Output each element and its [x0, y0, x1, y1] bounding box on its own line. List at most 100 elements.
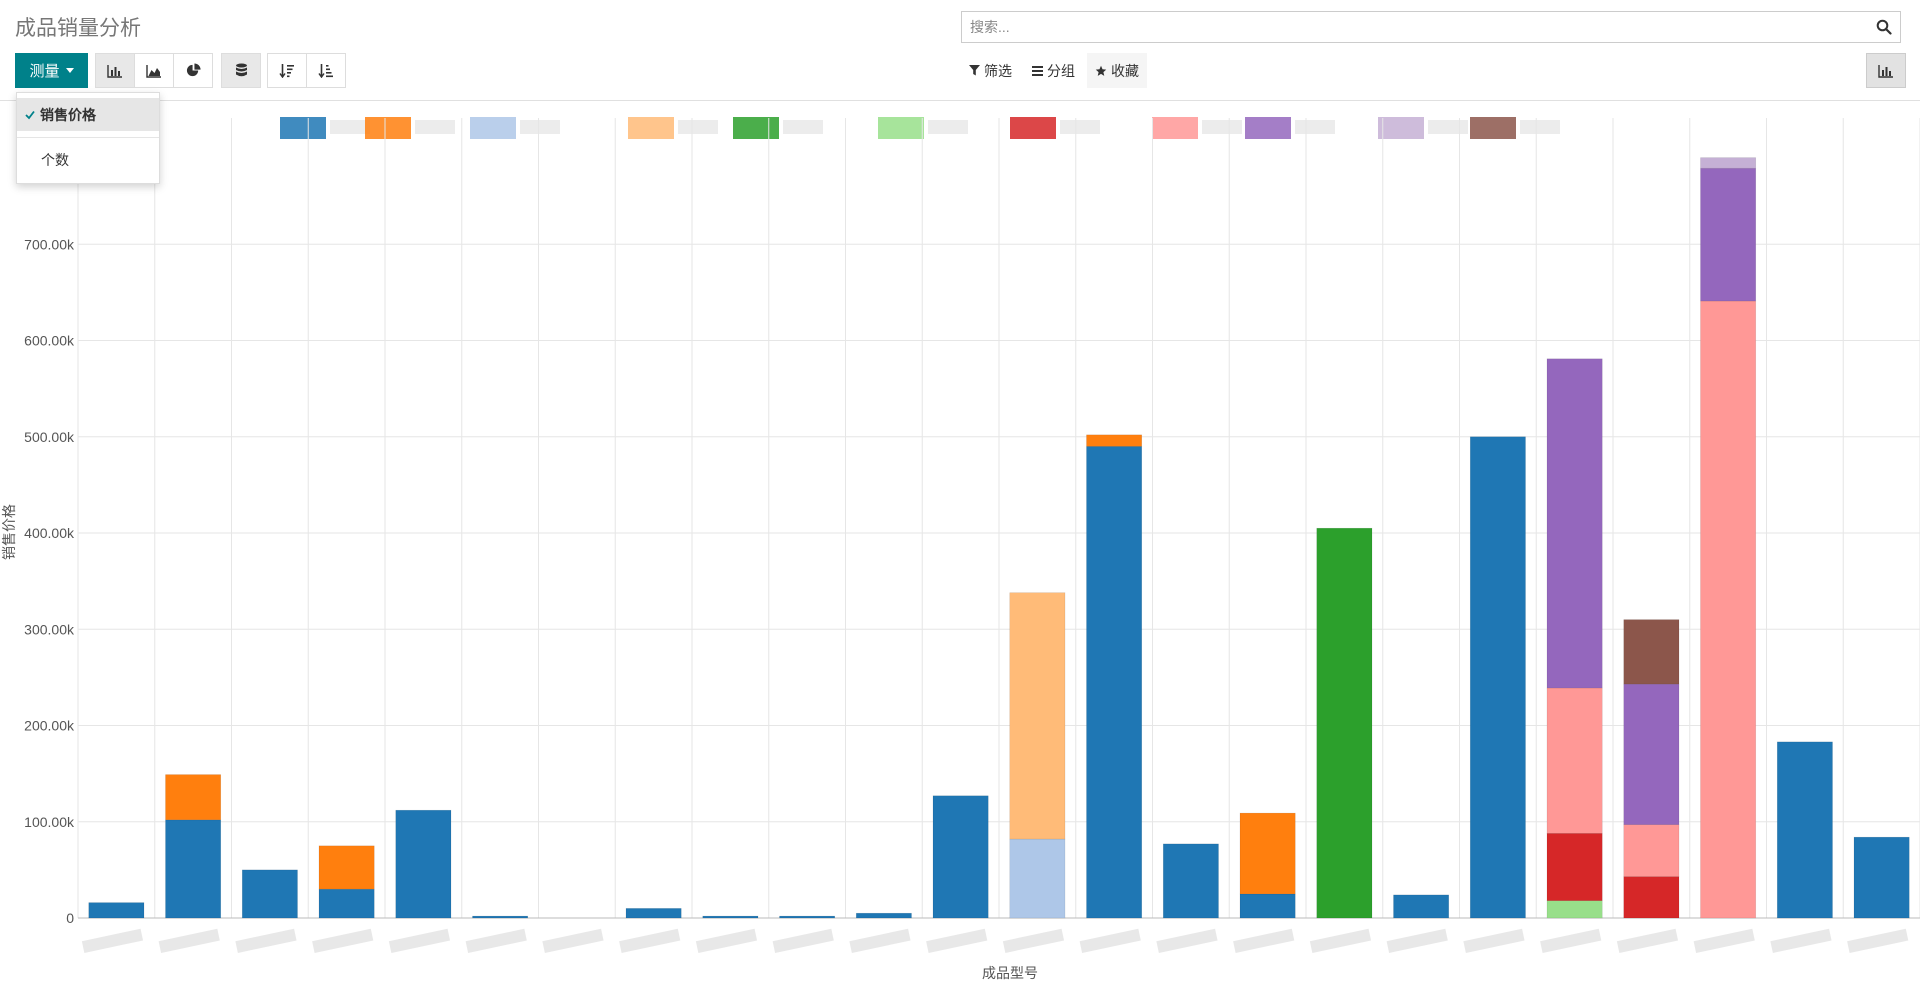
group-by-label: 分组 — [1047, 62, 1075, 79]
y-tick-label: 400.00k — [24, 525, 75, 541]
bar-segment[interactable] — [1086, 434, 1143, 447]
bar-segment[interactable] — [1393, 894, 1450, 919]
search-icon[interactable] — [1876, 19, 1892, 35]
filter-button[interactable]: 筛选 — [961, 53, 1020, 88]
sort-ascending-icon — [318, 64, 333, 78]
list-icon — [1032, 65, 1043, 76]
bar-segment[interactable] — [1086, 446, 1143, 919]
bar-segment[interactable] — [932, 795, 989, 919]
chart-type-group — [95, 53, 213, 88]
legend-swatch[interactable] — [365, 117, 411, 139]
search-input[interactable] — [962, 12, 1858, 42]
graph-view-button[interactable] — [1866, 53, 1906, 88]
bar-segment[interactable] — [702, 915, 759, 919]
y-tick-label: 700.00k — [24, 236, 75, 252]
legend-swatch[interactable] — [628, 117, 674, 139]
x-tick-label-placeholder — [619, 928, 681, 953]
bar-segment[interactable] — [1546, 687, 1603, 834]
bar-chart-button[interactable] — [96, 54, 135, 87]
measure-button[interactable]: 测量 — [15, 53, 88, 88]
bar-segment[interactable] — [1623, 876, 1680, 919]
bar-segment[interactable] — [1623, 824, 1680, 877]
legend-swatch[interactable] — [1470, 117, 1516, 139]
area-chart-icon — [146, 64, 161, 78]
line-chart-button[interactable] — [135, 54, 174, 87]
star-icon — [1095, 65, 1107, 76]
bar-segment[interactable] — [1009, 838, 1066, 919]
measure-option-label: 销售价格 — [40, 106, 96, 123]
bar-segment[interactable] — [165, 819, 222, 919]
bar-segment[interactable] — [472, 915, 529, 919]
favorites-button[interactable]: 收藏 — [1087, 53, 1147, 88]
legend-swatch[interactable] — [1152, 117, 1198, 139]
sort-ascending-button[interactable] — [307, 54, 345, 87]
legend-swatch[interactable] — [470, 117, 516, 139]
bar-segment[interactable] — [241, 869, 298, 919]
x-tick-label-placeholder — [312, 928, 374, 953]
bar-segment[interactable] — [625, 908, 682, 919]
x-tick-label-placeholder — [849, 928, 911, 953]
bar-segment[interactable] — [88, 902, 145, 919]
measure-button-label: 测量 — [29, 63, 60, 80]
bar-segment[interactable] — [1546, 900, 1603, 919]
bar-segment[interactable] — [395, 809, 452, 919]
x-tick-label-placeholder — [1463, 928, 1525, 953]
measure-option-label: 个数 — [41, 151, 69, 168]
group-by-button[interactable]: 分组 — [1024, 53, 1083, 88]
legend-swatch[interactable] — [1010, 117, 1056, 139]
y-tick-label: 200.00k — [24, 718, 75, 734]
stacked-bar-chart: 0 100.00k 200.00k 300.00k 400.00k 500.00k 600.… — [1, 117, 1920, 981]
y-axis-ticks: 0 100.00k 200.00k 300.00k 400.00k 500.00k 600.… — [24, 236, 75, 926]
check-icon — [25, 110, 35, 119]
bar-segment[interactable] — [1239, 893, 1296, 919]
bar-segment[interactable] — [1623, 683, 1680, 825]
bar-segment[interactable] — [855, 912, 912, 919]
bar-segment[interactable] — [1546, 358, 1603, 689]
bar-chart-icon — [1878, 64, 1893, 78]
filter-label: 筛选 — [984, 62, 1012, 79]
sort-descending-button[interactable] — [268, 54, 307, 87]
legend-swatch[interactable] — [878, 117, 924, 139]
bar-segment[interactable] — [1546, 832, 1603, 901]
legend-swatch[interactable] — [280, 117, 326, 139]
measure-option-sales-price[interactable]: 销售价格 — [17, 98, 159, 131]
x-tick-label-placeholder — [465, 928, 527, 953]
stacked-button[interactable] — [222, 54, 260, 87]
bar-segment[interactable] — [165, 774, 222, 821]
bar-segment[interactable] — [1009, 592, 1066, 840]
legend-swatch[interactable] — [1245, 117, 1291, 139]
legend-label-placeholder — [1060, 120, 1100, 134]
bar-segment[interactable] — [318, 888, 375, 919]
x-tick-label-placeholder — [1616, 928, 1679, 953]
bar-segment[interactable] — [1162, 843, 1219, 919]
x-tick-label-placeholder — [1309, 928, 1372, 953]
x-tick-label-placeholder — [81, 928, 144, 953]
bar-segment[interactable] — [1623, 619, 1680, 685]
bar-segment[interactable] — [1469, 436, 1526, 919]
y-tick-label: 500.00k — [24, 429, 75, 445]
x-tick-label-placeholder — [158, 928, 220, 953]
bar-segment[interactable] — [1853, 836, 1910, 919]
bar-segment[interactable] — [1776, 741, 1833, 919]
measure-option-count[interactable]: 个数 — [17, 143, 159, 176]
x-axis-title: 成品型号 — [982, 965, 1038, 981]
bar-segment[interactable] — [318, 845, 375, 890]
sort-descending-icon — [279, 64, 294, 78]
bar-chart-icon — [107, 64, 122, 78]
bar-segment[interactable] — [1316, 527, 1373, 919]
x-tick-label-placeholder — [1540, 928, 1602, 953]
legend-label-placeholder — [415, 120, 455, 134]
x-tick-label-placeholder — [235, 928, 297, 953]
legend-swatch[interactable] — [1378, 117, 1424, 139]
x-tick-label-placeholder — [1156, 928, 1218, 953]
bar-segment[interactable] — [779, 915, 836, 919]
bar-segment[interactable] — [1700, 157, 1757, 169]
pie-chart-button[interactable] — [174, 54, 212, 87]
bar-segment[interactable] — [1700, 300, 1757, 919]
bar-segment[interactable] — [1700, 167, 1757, 302]
x-tick-label-placeholder — [1233, 928, 1295, 953]
legend-swatch[interactable] — [733, 117, 779, 139]
x-tick-label-placeholder — [1847, 928, 1909, 953]
measure-dropdown: 销售价格 个数 — [16, 92, 160, 184]
bar-segment[interactable] — [1239, 812, 1296, 895]
